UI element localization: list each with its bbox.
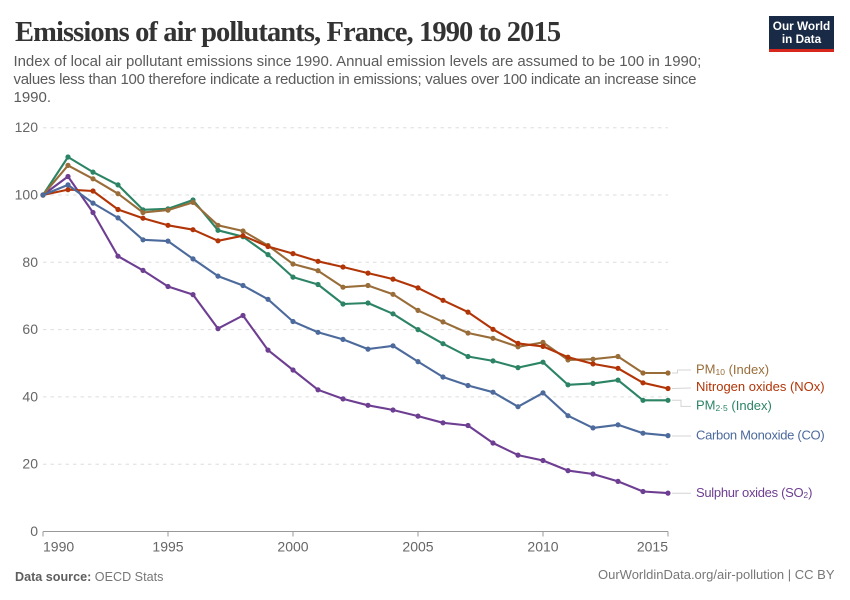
svg-text:Sulphur oxides (SO2): Sulphur oxides (SO2) — [696, 485, 812, 501]
svg-text:PM2·5 (Index): PM2·5 (Index) — [696, 398, 772, 414]
svg-text:PM10 (Index): PM10 (Index) — [696, 362, 769, 378]
svg-text:1990: 1990 — [43, 539, 74, 555]
svg-text:20: 20 — [22, 456, 38, 472]
svg-text:2015: 2015 — [637, 539, 668, 555]
svg-text:2005: 2005 — [402, 539, 433, 555]
svg-text:80: 80 — [22, 254, 38, 270]
svg-text:100: 100 — [15, 187, 39, 203]
svg-text:Nitrogen oxides (NOx): Nitrogen oxides (NOx) — [696, 379, 825, 394]
svg-text:120: 120 — [15, 119, 39, 135]
svg-text:60: 60 — [22, 321, 38, 337]
svg-text:Carbon Monoxide (CO): Carbon Monoxide (CO) — [696, 427, 824, 442]
svg-text:0: 0 — [30, 523, 38, 539]
svg-text:40: 40 — [22, 388, 38, 404]
svg-text:2000: 2000 — [277, 539, 308, 555]
svg-text:1995: 1995 — [152, 539, 183, 555]
svg-text:2010: 2010 — [527, 539, 558, 555]
